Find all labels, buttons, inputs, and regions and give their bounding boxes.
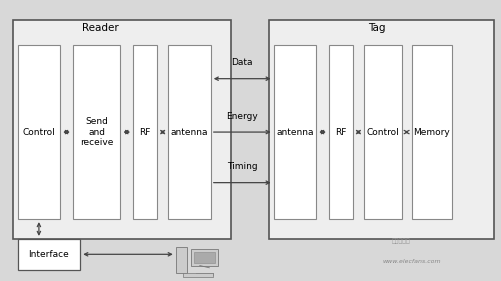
Bar [18, 239, 80, 270]
Text: RF: RF [139, 128, 150, 137]
Text: Reader: Reader [82, 23, 119, 33]
Bar [73, 45, 120, 219]
Bar [190, 249, 218, 266]
Bar [193, 252, 214, 263]
Bar [133, 45, 157, 219]
Text: www.elecfans.com: www.elecfans.com [382, 259, 440, 264]
Bar [183, 273, 213, 277]
Text: Memory: Memory [412, 128, 449, 137]
Bar [273, 45, 316, 219]
Bar [13, 20, 230, 239]
Bar [268, 20, 493, 239]
Text: Tag: Tag [367, 23, 384, 33]
Bar [168, 45, 210, 219]
Text: Data: Data [231, 58, 253, 67]
Text: antenna: antenna [170, 128, 208, 137]
Bar [195, 273, 213, 275]
Text: Energy: Energy [226, 112, 258, 121]
Bar [18, 45, 60, 219]
Bar [328, 45, 352, 219]
Text: Control: Control [23, 128, 55, 137]
Text: Send
and
receive: Send and receive [80, 117, 113, 147]
Bar [411, 45, 451, 219]
Text: antenna: antenna [276, 128, 313, 137]
Bar [363, 45, 401, 219]
Text: Timing: Timing [226, 162, 257, 171]
Text: Control: Control [366, 128, 398, 137]
Text: 电子发烧友: 电子发烧友 [391, 239, 410, 244]
Text: Interface: Interface [29, 250, 69, 259]
Bar [175, 247, 186, 273]
Text: RF: RF [335, 128, 346, 137]
